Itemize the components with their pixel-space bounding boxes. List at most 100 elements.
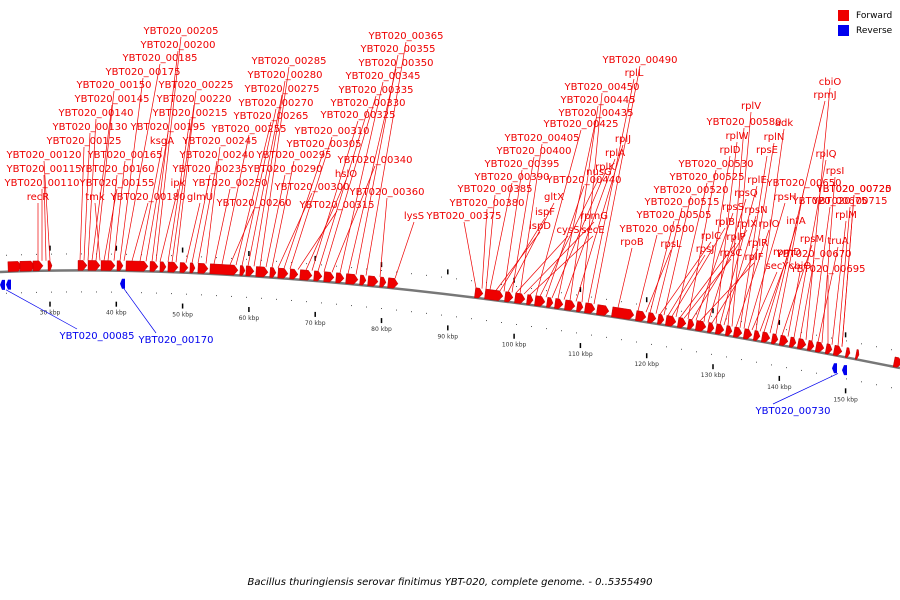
reverse-gene-arrow	[6, 279, 11, 290]
forward-gene-arrow	[47, 260, 53, 271]
forward-leader-line	[675, 182, 708, 318]
forward-leader-line	[831, 220, 847, 345]
forward-leader-line	[489, 182, 513, 290]
track-dot	[216, 257, 217, 259]
forward-gene-arrow	[484, 288, 504, 301]
track-dot	[606, 298, 607, 300]
forward-leader-line	[355, 54, 399, 275]
forward-leader-line	[365, 41, 407, 276]
forward-gene-label-ybt020-00335-45: YBT020_00335	[338, 85, 414, 96]
track-dot	[261, 297, 262, 299]
track-dot	[726, 318, 727, 320]
forward-gene-arrow	[752, 330, 761, 342]
forward-gene-label-rpss-91: rpsS	[722, 202, 744, 213]
forward-gene-arrow	[564, 299, 576, 311]
forward-gene-label-ybt020-00515-81: YBT020_00515	[644, 197, 720, 208]
track-dot	[741, 321, 742, 323]
forward-gene-label-ybt020-00270-32: YBT020_00270	[238, 98, 314, 109]
label-leader-lines	[5, 36, 855, 405]
forward-leader-line	[43, 160, 51, 261]
forward-gene-label-rpsq-94: rpsQ	[734, 188, 758, 199]
forward-gene-label-ybt020-00295-37: YBT020_00295	[256, 150, 332, 161]
track-dot	[456, 316, 457, 318]
forward-leader-line	[637, 234, 658, 311]
track-dot	[576, 294, 577, 296]
reverse-gene-arrow	[120, 278, 125, 289]
track-dot	[81, 253, 82, 255]
track-dot	[411, 311, 412, 313]
forward-gene-arrow	[77, 260, 88, 271]
forward-gene-label-secy-105: secY	[766, 261, 790, 272]
forward-gene-arrow	[665, 315, 677, 327]
forward-leader-line	[191, 174, 211, 264]
axis-tick-mark	[579, 287, 582, 293]
axis-tick-mark	[248, 307, 250, 313]
reverse-gene-label-ybt020-00730-2: YBT020_00730	[755, 406, 831, 417]
track-dot	[441, 276, 442, 278]
forward-leader-line	[311, 120, 359, 271]
forward-gene-label-rpmj-109: rpmJ	[813, 90, 836, 101]
forward-gene-arrow	[189, 262, 196, 274]
forward-gene-label-ybt020-00150-8: YBT020_00150	[76, 80, 152, 91]
forward-gene-label-ybt020-00110-1: YBT020_00110	[4, 178, 80, 189]
forward-leader-line	[331, 165, 376, 273]
forward-gene-label-ybt020-00145-7: YBT020_00145	[74, 94, 150, 105]
forward-gene-label-cbio-112: cbiO	[789, 261, 812, 272]
forward-gene-arrow	[289, 268, 299, 280]
forward-leader-line	[289, 136, 333, 269]
forward-leader-line	[167, 118, 191, 263]
track-dot	[351, 267, 352, 269]
forward-leader-line	[841, 194, 855, 347]
forward-leader-line	[155, 36, 182, 262]
reverse-gene-arrow	[832, 363, 837, 374]
track-dot	[531, 288, 532, 290]
track-dot	[36, 291, 37, 293]
forward-gene-label-ybt020-00325-43: YBT020_00325	[320, 110, 396, 121]
forward-gene-arrow	[299, 269, 313, 281]
forward-swatch	[838, 10, 849, 21]
forward-leader-line	[197, 160, 218, 264]
forward-gene-label-rplq-113: rplQ	[815, 149, 836, 160]
forward-gene-label-rpsi-118: rpsI	[826, 166, 845, 177]
forward-gene-arrow	[125, 260, 149, 272]
track-dot	[186, 293, 187, 295]
forward-gene-label-ybt020-00125-4: YBT020_00125	[46, 136, 122, 147]
forward-leader-line	[379, 197, 388, 277]
forward-leader-line	[659, 241, 712, 315]
forward-gene-label-ybt020-00650-110: YBT020_00650	[766, 178, 842, 189]
forward-leader-line	[481, 208, 488, 289]
forward-leader-line	[107, 174, 118, 261]
track-dot	[366, 268, 367, 270]
forward-gene-arrow	[526, 294, 534, 306]
forward-leader-line	[617, 247, 633, 308]
forward-leader-line	[731, 111, 752, 327]
track-dot	[891, 387, 892, 389]
forward-gene-label-ybt020-00260-30: YBT020_00260	[216, 198, 292, 209]
forward-gene-label-ybt020-00715-121: YBT020_00715	[812, 196, 888, 207]
axis-tick-label: 130 kbp	[701, 372, 726, 379]
forward-leader-line	[743, 142, 775, 329]
forward-leader-line	[799, 259, 815, 339]
track-dot	[486, 320, 487, 322]
forward-gene-label-ksga-16: ksgA	[150, 136, 174, 147]
track-dot	[876, 346, 877, 348]
track-dot	[381, 308, 382, 310]
forward-gene-arrow	[814, 341, 825, 353]
forward-gene-arrow	[167, 261, 179, 273]
axis-tick-mark	[115, 301, 118, 307]
forward-gene-arrow	[554, 298, 564, 310]
forward-gene-arrow	[576, 301, 584, 313]
forward-leader-line	[557, 118, 597, 299]
track-dot	[36, 253, 37, 255]
forward-gene-label-ybt020-00520-83: YBT020_00520	[653, 185, 729, 196]
forward-gene-arrow	[647, 312, 657, 324]
forward-gene-label-ybt020-00580-99: YBT020_00580	[706, 117, 782, 128]
track-dot	[846, 378, 847, 380]
forward-leader-line	[229, 208, 255, 266]
track-dot	[801, 331, 802, 333]
forward-gene-arrow	[367, 275, 379, 287]
forward-gene-label-ybt020-00725-123: YBT020_00725	[816, 184, 892, 195]
forward-gene-arrow	[732, 326, 743, 338]
forward-leader-line	[221, 134, 250, 265]
